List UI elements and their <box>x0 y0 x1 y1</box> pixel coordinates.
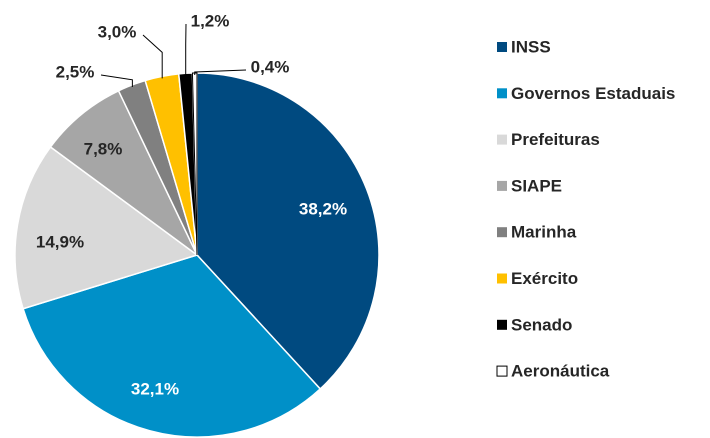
data-label: 1,2% <box>191 11 230 30</box>
legend-swatch <box>497 227 507 238</box>
data-label: 0,4% <box>251 57 290 76</box>
legend-label: INSS <box>511 37 551 56</box>
legend-label: Exército <box>511 269 578 288</box>
data-label: 14,9% <box>36 232 84 251</box>
data-label: 3,0% <box>98 22 137 41</box>
leader-line <box>100 74 133 87</box>
legend-swatch <box>497 134 507 145</box>
leader-line <box>194 69 247 76</box>
legend-swatch <box>497 42 507 52</box>
legend-label: Senado <box>511 315 572 334</box>
legend-swatch <box>497 273 507 284</box>
legend-swatch <box>497 319 507 330</box>
data-label: 38,2% <box>299 199 347 218</box>
data-label: 32,1% <box>131 379 179 398</box>
legend-label: Governos Estaduais <box>511 84 675 103</box>
legend-label: Aeronáutica <box>511 362 610 381</box>
legend-swatch <box>497 88 507 99</box>
data-label: 7,8% <box>84 139 123 158</box>
data-label: 2,5% <box>56 62 95 81</box>
leader-line <box>142 34 163 79</box>
legend-swatch <box>496 365 508 377</box>
legend-label: Marinha <box>511 223 577 242</box>
legend-label: Prefeituras <box>511 130 600 149</box>
pie-slice <box>196 72 380 390</box>
pie-slice <box>14 145 199 310</box>
legend-swatch <box>497 180 507 191</box>
pie-slice <box>22 254 322 438</box>
legend-label: SIAPE <box>511 176 562 195</box>
